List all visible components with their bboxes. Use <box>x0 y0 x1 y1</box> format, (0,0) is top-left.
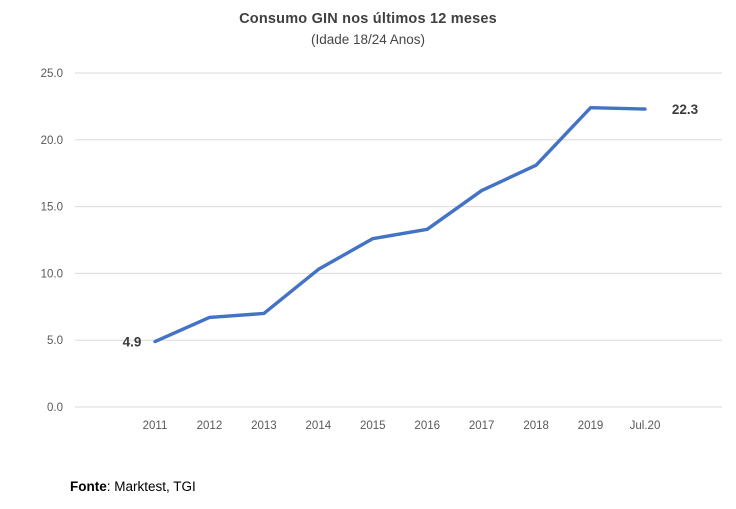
x-tick-label: 2016 <box>414 420 440 432</box>
x-tick-label: 2012 <box>197 420 223 432</box>
x-tick-label: Jul.20 <box>630 420 661 432</box>
y-tick-label: 15.0 <box>41 202 63 214</box>
chart-title: Consumo GIN nos últimos 12 meses <box>239 11 497 27</box>
x-tick-label: 2011 <box>143 420 168 432</box>
source-label: Fonte <box>70 479 107 494</box>
x-tick-label: 2019 <box>578 420 604 432</box>
x-tick-label: 2017 <box>469 420 495 432</box>
source-note: Fonte: Marktest, TGI <box>70 477 196 497</box>
chart-title-block: Consumo GIN nos últimos 12 meses (Idade … <box>0 9 736 49</box>
y-tick-label: 20.0 <box>41 135 63 147</box>
data-point-label: 22.3 <box>672 102 699 117</box>
y-tick-label: 10.0 <box>41 268 63 280</box>
data-line-series <box>153 106 647 344</box>
x-tick-label: 2014 <box>306 420 332 432</box>
y-tick-label: 0.0 <box>47 402 63 414</box>
x-tick-label: 2013 <box>251 420 277 432</box>
y-tick-label: 25.0 <box>41 68 63 80</box>
chart-subtitle: (Idade 18/24 Anos) <box>310 32 426 47</box>
source-text: : Marktest, TGI <box>106 479 196 494</box>
x-tick-label: 2015 <box>360 420 386 432</box>
data-point-label: 4.9 <box>123 335 142 350</box>
x-tick-label: 2018 <box>523 420 549 432</box>
y-tick-label: 5.0 <box>47 335 63 347</box>
